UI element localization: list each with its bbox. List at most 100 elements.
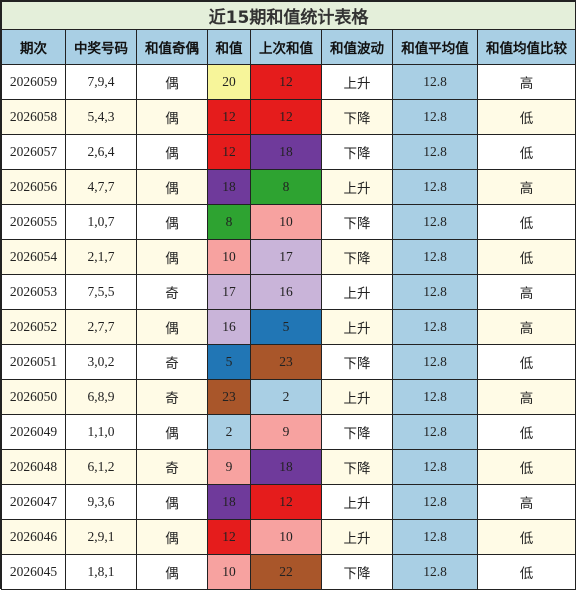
compare-cell: 低 [476,519,576,555]
numbers-cell: 7,5,5 [65,274,137,310]
sum-cell: 12 [207,519,251,555]
prev-sum-cell: 17 [250,239,322,275]
table-row: 2026053 7,5,5 奇 17 16 上升 12.8 高 [1,274,576,310]
compare-cell: 低 [476,554,576,590]
compare-cell: 高 [476,169,576,205]
sum-cell: 10 [207,239,251,275]
period-cell: 2026046 [1,519,66,555]
sum-cell: 12 [207,99,251,135]
compare-cell: 低 [476,344,576,380]
prev-sum-cell: 12 [250,484,322,520]
trend-cell: 上升 [321,309,393,345]
parity-cell: 奇 [136,344,208,380]
table-row: 2026056 4,7,7 偶 18 8 上升 12.8 高 [1,169,576,205]
trend-cell: 上升 [321,64,393,100]
header-numbers: 中奖号码 [65,29,137,65]
average-cell: 12.8 [392,414,478,450]
numbers-cell: 6,8,9 [65,379,137,415]
numbers-cell: 2,9,1 [65,519,137,555]
compare-cell: 低 [476,449,576,485]
average-cell: 12.8 [392,344,478,380]
period-cell: 2026056 [1,169,66,205]
prev-sum-cell: 10 [250,204,322,240]
numbers-cell: 2,6,4 [65,134,137,170]
prev-sum-cell: 22 [250,554,322,590]
table-row: 2026050 6,8,9 奇 23 2 上升 12.8 高 [1,379,576,415]
header-row: 期次 中奖号码 和值奇偶 和值 上次和值 和值波动 和值平均值 和值均值比较 [1,29,576,65]
parity-cell: 偶 [136,134,208,170]
trend-cell: 上升 [321,519,393,555]
numbers-cell: 4,7,7 [65,169,137,205]
sum-cell: 18 [207,484,251,520]
header-sum: 和值 [207,29,251,65]
trend-cell: 下降 [321,239,393,275]
trend-cell: 下降 [321,134,393,170]
average-cell: 12.8 [392,449,478,485]
numbers-cell: 1,8,1 [65,554,137,590]
trend-cell: 上升 [321,484,393,520]
prev-sum-cell: 18 [250,134,322,170]
table-row: 2026058 5,4,3 偶 12 12 下降 12.8 低 [1,99,576,135]
average-cell: 12.8 [392,64,478,100]
prev-sum-cell: 5 [250,309,322,345]
average-cell: 12.8 [392,274,478,310]
parity-cell: 奇 [136,379,208,415]
compare-cell: 高 [476,484,576,520]
table-row: 2026052 2,7,7 偶 16 5 上升 12.8 高 [1,309,576,345]
parity-cell: 偶 [136,169,208,205]
sum-cell: 12 [207,134,251,170]
table-row: 2026046 2,9,1 偶 12 10 上升 12.8 低 [1,519,576,555]
average-cell: 12.8 [392,379,478,415]
prev-sum-cell: 9 [250,414,322,450]
compare-cell: 高 [476,309,576,345]
period-cell: 2026053 [1,274,66,310]
period-cell: 2026057 [1,134,66,170]
numbers-cell: 3,0,2 [65,344,137,380]
sum-cell: 20 [207,64,251,100]
parity-cell: 偶 [136,414,208,450]
table-row: 2026055 1,0,7 偶 8 10 下降 12.8 低 [1,204,576,240]
numbers-cell: 6,1,2 [65,449,137,485]
numbers-cell: 1,1,0 [65,414,137,450]
period-cell: 2026054 [1,239,66,275]
numbers-cell: 2,7,7 [65,309,137,345]
table-row: 2026054 2,1,7 偶 10 17 下降 12.8 低 [1,239,576,275]
numbers-cell: 1,0,7 [65,204,137,240]
prev-sum-cell: 18 [250,449,322,485]
header-period: 期次 [1,29,66,65]
prev-sum-cell: 12 [250,64,322,100]
average-cell: 12.8 [392,519,478,555]
table-row: 2026049 1,1,0 偶 2 9 下降 12.8 低 [1,414,576,450]
period-cell: 2026045 [1,554,66,590]
table-row: 2026045 1,8,1 偶 10 22 下降 12.8 低 [1,554,576,590]
period-cell: 2026048 [1,449,66,485]
average-cell: 12.8 [392,134,478,170]
average-cell: 12.8 [392,484,478,520]
table-row: 2026048 6,1,2 奇 9 18 下降 12.8 低 [1,449,576,485]
compare-cell: 高 [476,64,576,100]
sum-cell: 2 [207,414,251,450]
sum-cell: 17 [207,274,251,310]
numbers-cell: 9,3,6 [65,484,137,520]
sum-cell: 23 [207,379,251,415]
parity-cell: 偶 [136,554,208,590]
table-row: 2026051 3,0,2 奇 5 23 下降 12.8 低 [1,344,576,380]
header-compare: 和值均值比较 [476,29,576,65]
compare-cell: 高 [476,274,576,310]
parity-cell: 偶 [136,64,208,100]
compare-cell: 低 [476,99,576,135]
sum-cell: 10 [207,554,251,590]
trend-cell: 下降 [321,204,393,240]
period-cell: 2026052 [1,309,66,345]
parity-cell: 奇 [136,449,208,485]
period-cell: 2026059 [1,64,66,100]
compare-cell: 高 [476,379,576,415]
average-cell: 12.8 [392,204,478,240]
compare-cell: 低 [476,134,576,170]
sum-cell: 16 [207,309,251,345]
trend-cell: 下降 [321,554,393,590]
numbers-cell: 5,4,3 [65,99,137,135]
prev-sum-cell: 2 [250,379,322,415]
